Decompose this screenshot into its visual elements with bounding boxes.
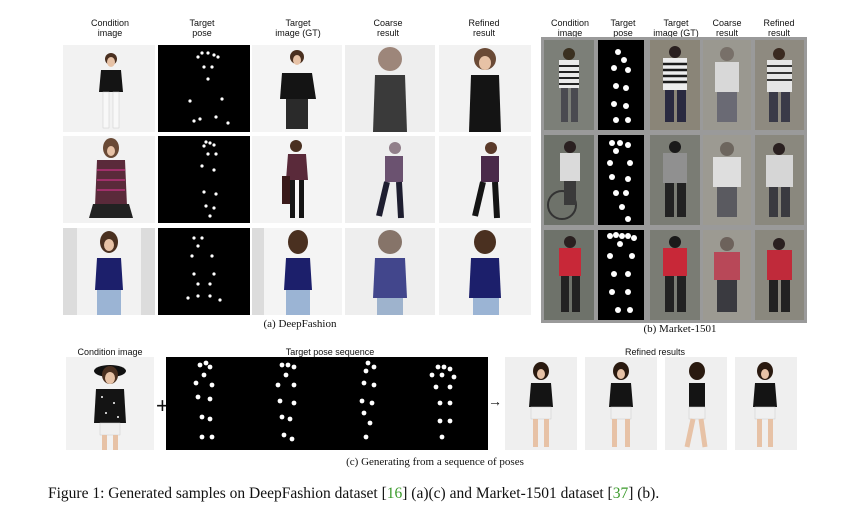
header-condition-image-a: Condition image bbox=[90, 18, 130, 38]
market-r2-target-image bbox=[650, 135, 700, 225]
header-coarse-result-a: Coarse result bbox=[373, 18, 403, 38]
deepfashion-r1-coarse-result bbox=[345, 45, 435, 132]
header-condition-image-c: Condition image bbox=[77, 347, 143, 357]
figure-caption: Figure 1: Generated samples on DeepFashi… bbox=[48, 485, 659, 503]
subcaption-b: (b) Market-1501 bbox=[643, 323, 717, 335]
citation-link-16[interactable]: 16 bbox=[386, 485, 403, 502]
deepfashion-r2-target-image bbox=[252, 136, 342, 223]
refined-result-frame-4 bbox=[735, 357, 797, 450]
arrow-symbol: → bbox=[488, 393, 502, 409]
header-target-image-b: Target image (GT) bbox=[653, 18, 699, 38]
figure-caption-prefix: Figure 1: Generated samples on DeepFashi… bbox=[48, 485, 387, 502]
pose-sequence-frame-1 bbox=[193, 360, 215, 440]
header-target-pose-sequence: Target pose sequence bbox=[285, 347, 375, 357]
sequence-condition-photo bbox=[66, 357, 154, 450]
market-r1-condition-photo bbox=[544, 40, 594, 130]
deepfashion-r1-refined-result bbox=[439, 45, 531, 132]
pose-sequence-frame-4 bbox=[429, 364, 457, 440]
refined-result-frame-1 bbox=[505, 357, 577, 450]
header-refined-result-b: Refined result bbox=[763, 18, 795, 38]
pose-sequence-frame-2 bbox=[275, 362, 297, 442]
header-target-pose-b: Target pose bbox=[610, 18, 636, 38]
citation-link-37[interactable]: 37 bbox=[612, 485, 629, 502]
deepfashion-r3-condition-photo bbox=[63, 228, 155, 315]
deepfashion-r1-target-image bbox=[252, 45, 342, 132]
market-r2-coarse-result bbox=[703, 135, 751, 225]
figure-caption-mid: ] (a)(c) and Market-1501 dataset [ bbox=[402, 485, 613, 502]
figure-caption-suffix: ] (b). bbox=[628, 485, 660, 502]
refined-result-frame-3 bbox=[665, 357, 727, 450]
deepfashion-r3-target-image bbox=[252, 228, 342, 315]
deepfashion-r1-target-pose bbox=[158, 45, 250, 132]
header-condition-image-b: Condition image bbox=[550, 18, 590, 38]
subcaption-a: (a) DeepFashion bbox=[263, 318, 337, 330]
target-pose-sequence-strip bbox=[166, 357, 488, 450]
subcaption-c: (c) Generating from a sequence of poses bbox=[346, 456, 524, 468]
deepfashion-r1-condition-photo bbox=[63, 45, 155, 132]
market-r3-target-pose bbox=[598, 230, 644, 320]
market-r1-coarse-result bbox=[703, 40, 751, 130]
deepfashion-r2-target-pose bbox=[158, 136, 250, 223]
deepfashion-r3-target-pose bbox=[158, 228, 250, 315]
deepfashion-r2-refined-result bbox=[439, 136, 531, 223]
market-r2-target-pose bbox=[598, 135, 644, 225]
market-r3-coarse-result bbox=[703, 230, 751, 320]
plus-symbol: + bbox=[156, 393, 169, 418]
header-refined-result-a: Refined result bbox=[468, 18, 500, 38]
market-r3-refined-result bbox=[755, 230, 804, 320]
deepfashion-r3-coarse-result bbox=[345, 228, 435, 315]
header-refined-results-c: Refined results bbox=[624, 347, 686, 357]
refined-result-frame-2 bbox=[585, 357, 657, 450]
market-r2-condition-photo bbox=[544, 135, 594, 225]
market-r3-target-image bbox=[650, 230, 700, 320]
header-target-pose-a: Target pose bbox=[189, 18, 215, 38]
market-r1-target-pose bbox=[598, 40, 644, 130]
header-coarse-result-b: Coarse result bbox=[712, 18, 742, 38]
pose-sequence-frame-3 bbox=[359, 360, 377, 440]
market-r1-refined-result bbox=[755, 40, 804, 130]
deepfashion-r2-coarse-result bbox=[345, 136, 435, 223]
deepfashion-r3-refined-result bbox=[439, 228, 531, 315]
market-r1-target-image bbox=[650, 40, 700, 130]
header-target-image-a: Target image (GT) bbox=[275, 18, 321, 38]
market-r2-refined-result bbox=[755, 135, 804, 225]
deepfashion-r2-condition-photo bbox=[63, 136, 155, 223]
market-r3-condition-photo bbox=[544, 230, 594, 320]
